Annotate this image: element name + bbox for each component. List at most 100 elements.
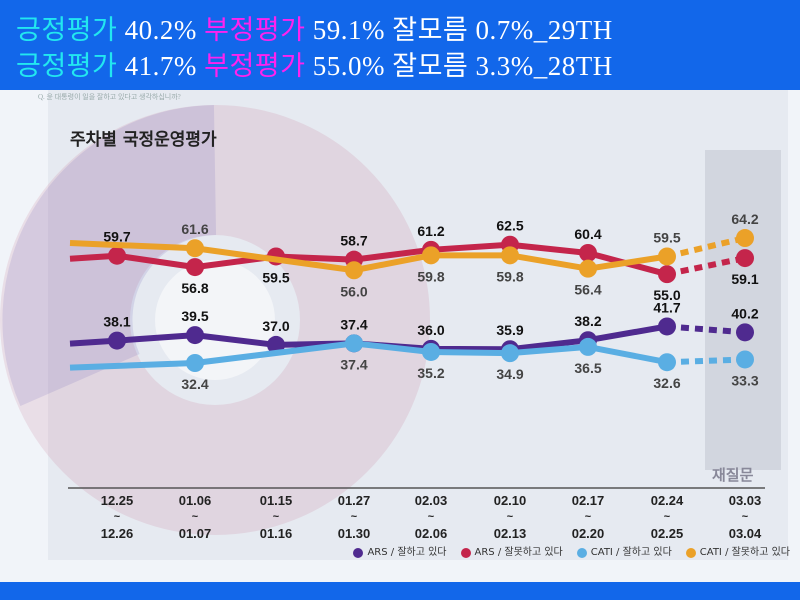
- data-label-ars_good: 37.4: [340, 316, 367, 332]
- chart-title: 주차별 국정운영평가: [70, 130, 217, 150]
- data-label-cati_good: 35.2: [417, 365, 444, 381]
- data-label-ars_good: 40.2: [731, 305, 758, 321]
- x-tick-tilde: ~: [507, 511, 514, 523]
- data-label-ars_bad: 60.4: [574, 226, 601, 242]
- dontknow-label: 잘모름: [392, 51, 469, 81]
- data-point-cati_bad: [345, 261, 363, 280]
- data-label-cati_good: 36.5: [574, 360, 601, 376]
- data-label-ars_bad: 59.7: [103, 229, 130, 245]
- legend-dot-icon: [685, 548, 696, 558]
- data-label-ars_good: 36.0: [417, 322, 444, 338]
- data-label-cati_bad: 56.0: [340, 283, 367, 299]
- data-label-ars_bad: 59.1: [731, 271, 758, 287]
- data-label-ars_good: 37.0: [262, 318, 289, 334]
- data-point-ars_good: [186, 326, 204, 345]
- x-tick-label-top: 01.27: [338, 493, 371, 508]
- x-tick-label-bottom: 02.20: [572, 526, 605, 541]
- re-question-shade: [705, 150, 781, 470]
- x-tick-label-bottom: 01.16: [260, 526, 293, 541]
- positive-value: 40.2%: [124, 15, 197, 45]
- data-label-ars_good: 41.7: [653, 299, 680, 315]
- positive-label: 긍정평가: [16, 51, 118, 81]
- data-point-cati_good: [186, 354, 204, 372]
- data-label-cati_bad: 59.5: [653, 229, 680, 245]
- negative-label: 부정평가: [204, 15, 306, 45]
- data-point-ars_bad: [736, 249, 754, 268]
- data-point-ars_good: [658, 317, 676, 336]
- data-label-cati_bad: 56.4: [574, 282, 601, 298]
- legend-label: ARS / 잘못하고 있다: [474, 547, 563, 558]
- x-tick-tilde: ~: [585, 511, 592, 523]
- data-label-cati_bad: 59.8: [417, 268, 444, 284]
- background-question: Q. 윤 대통령이 일을 잘하고 있다고 생각하십니까?: [38, 93, 181, 101]
- data-point-cati_good: [658, 353, 676, 372]
- data-label-cati_good: 34.9: [496, 366, 523, 382]
- data-label-cati_bad: 59.8: [496, 268, 523, 284]
- legend-label: ARS / 잘하고 있다: [367, 547, 447, 558]
- data-point-ars_good: [108, 331, 126, 350]
- data-label-ars_bad: 62.5: [496, 218, 523, 234]
- x-tick-label-bottom: 01.07: [179, 526, 212, 541]
- x-tick-label-top: 02.03: [415, 493, 448, 508]
- legend-item-ars_good: ARS / 잘하고 있다: [353, 547, 447, 559]
- data-point-ars_good: [736, 323, 754, 342]
- dontknow-label: 잘모름: [392, 15, 469, 45]
- x-tick-tilde: ~: [114, 511, 121, 523]
- data-label-cati_bad: 64.2: [731, 211, 758, 227]
- x-tick-tilde: ~: [351, 511, 358, 523]
- legend-dot-icon: [576, 548, 587, 558]
- x-tick-label-top: 02.10: [494, 493, 527, 508]
- data-point-cati_bad: [501, 246, 519, 265]
- data-point-ars_bad: [108, 246, 126, 265]
- data-label-ars_good: 38.2: [574, 313, 601, 329]
- data-point-cati_bad: [186, 239, 204, 258]
- dontknow-value: 3.3%_28TH: [475, 51, 613, 81]
- legend-item-cati_bad: CATI / 잘못하고 있다: [685, 547, 790, 559]
- x-tick-tilde: ~: [742, 511, 749, 523]
- data-label-ars_good: 38.1: [103, 314, 130, 330]
- legend-dot-icon: [460, 548, 471, 558]
- data-label-cati_good: 37.4: [340, 356, 367, 372]
- data-label-ars_bad: 58.7: [340, 233, 367, 249]
- data-label-cati_good: 32.4: [181, 376, 208, 392]
- x-tick-label-bottom: 01.30: [338, 526, 371, 541]
- positive-label: 긍정평가: [16, 15, 118, 45]
- x-tick-label-top: 01.06: [179, 493, 212, 508]
- header-row-1: 긍정평가 40.2% 부정평가 59.1% 잘모름 0.7%_29TH: [16, 14, 613, 46]
- x-tick-tilde: ~: [664, 511, 671, 523]
- legend-label: CATI / 잘못하고 있다: [699, 547, 790, 558]
- x-tick-label-bottom: 12.26: [101, 526, 134, 541]
- negative-label: 부정평가: [204, 51, 306, 81]
- x-tick-label-top: 03.03: [729, 493, 762, 508]
- data-label-cati_good: 32.6: [653, 375, 680, 391]
- dontknow-value: 0.7%_29TH: [475, 15, 613, 45]
- data-point-cati_bad: [658, 247, 676, 266]
- data-point-cati_good: [579, 337, 597, 356]
- x-tick-label-top: 02.24: [651, 493, 684, 508]
- series-dashed-line-ars_good: [666, 323, 746, 336]
- x-tick-label-bottom: 02.13: [494, 526, 527, 541]
- data-label-ars_good: 35.9: [496, 322, 523, 338]
- data-point-ars_bad: [186, 258, 204, 277]
- data-label-cati_good: 33.3: [731, 372, 758, 388]
- x-tick-tilde: ~: [428, 511, 435, 523]
- series-dashed-line-cati_good: [666, 356, 746, 366]
- data-point-cati_bad: [736, 229, 754, 248]
- legend-dot-icon: [353, 548, 364, 558]
- data-point-cati_bad: [579, 259, 597, 278]
- data-point-ars_bad: [658, 265, 676, 284]
- x-tick-label-top: 01.15: [260, 493, 293, 508]
- x-tick-label-top: 12.25: [101, 493, 134, 508]
- legend: ARS / 잘하고 있다 ARS / 잘못하고 있다 CATI / 잘하고 있다 CA…: [353, 547, 790, 559]
- x-tick-tilde: ~: [273, 511, 280, 523]
- legend-item-ars_bad: ARS / 잘못하고 있다: [460, 547, 563, 559]
- legend-item-cati_good: CATI / 잘하고 있다: [576, 547, 672, 559]
- positive-value: 41.7%: [124, 51, 197, 81]
- data-label-ars_bad: 55.0: [653, 287, 680, 303]
- data-label-ars_good: 39.5: [181, 308, 208, 324]
- data-point-cati_good: [345, 334, 363, 353]
- data-point-cati_good: [422, 342, 440, 361]
- data-label-cati_bad: 61.6: [181, 221, 208, 237]
